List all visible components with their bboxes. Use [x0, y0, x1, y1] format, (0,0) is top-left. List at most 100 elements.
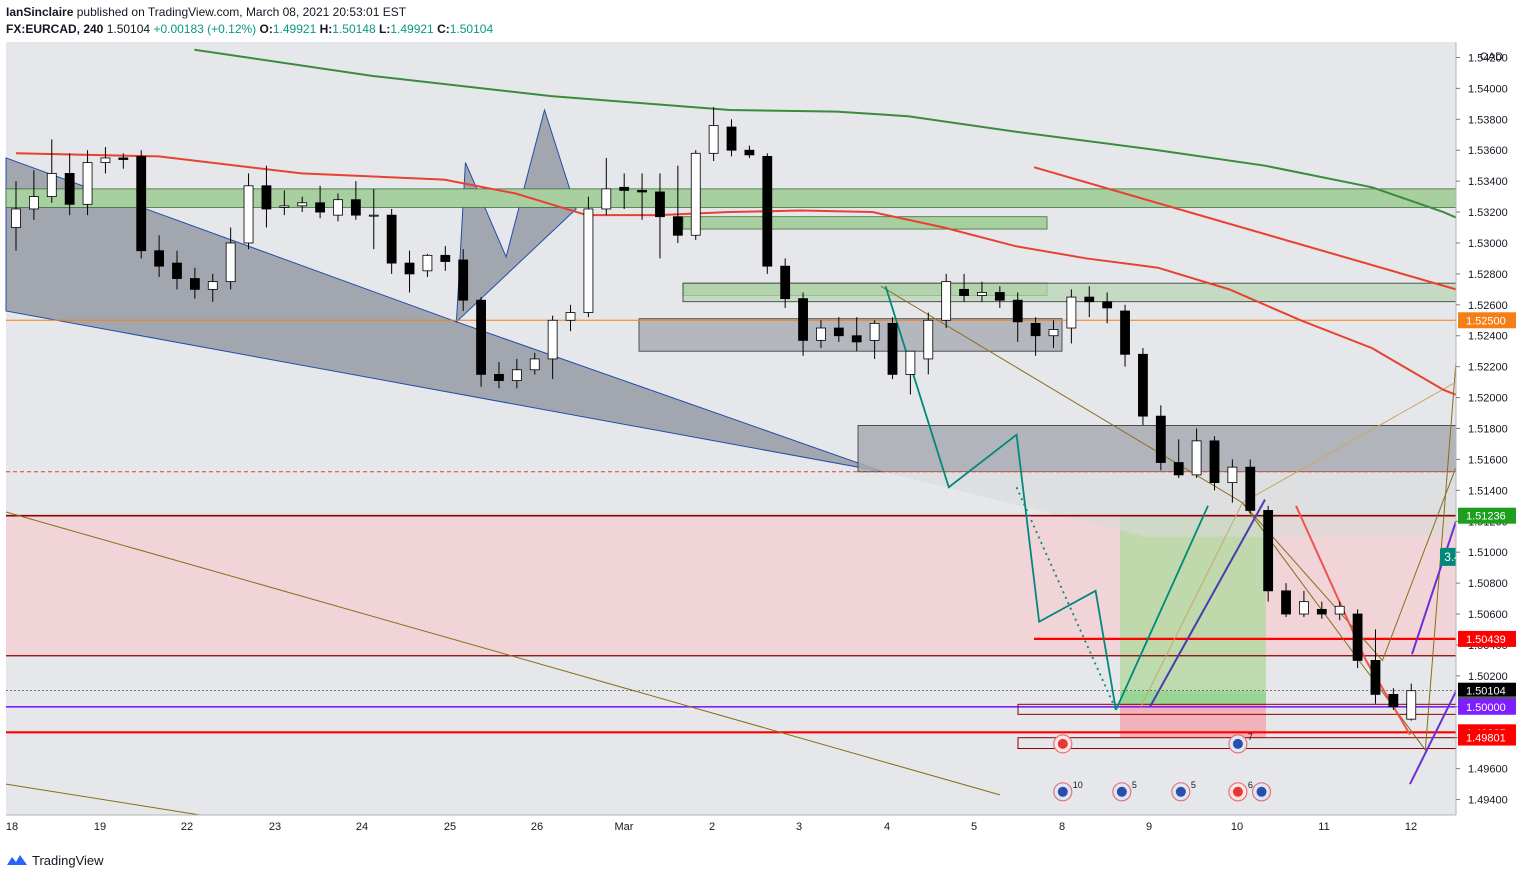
candle: [333, 193, 343, 222]
candle-body: [1299, 601, 1309, 615]
high-value: 1.50148: [332, 22, 376, 36]
candle: [225, 227, 236, 290]
candle-body: [297, 202, 308, 207]
candle: [816, 320, 826, 349]
candle-body: [1334, 605, 1345, 615]
candle-body: [1048, 329, 1059, 337]
candle: [1281, 583, 1291, 618]
candle-body: [404, 262, 415, 275]
candle: [261, 165, 272, 228]
candle: [726, 119, 737, 157]
candle: [1370, 629, 1381, 704]
candle: [207, 273, 218, 302]
chart-header: IanSinclaire published on TradingView.co…: [6, 0, 1516, 40]
candle: [637, 173, 647, 220]
candle-body: [905, 350, 916, 375]
y-tick-label: 1.54000: [1468, 83, 1508, 95]
author-name[interactable]: IanSinclaire: [6, 5, 74, 19]
candle: [1406, 683, 1417, 721]
candle-body: [1281, 590, 1291, 615]
flag-inner-icon: [1116, 786, 1127, 797]
candle-body: [82, 162, 93, 205]
candle: [1209, 436, 1220, 491]
price-tag-label: 1.49801: [1466, 733, 1506, 745]
candle-body: [154, 250, 165, 267]
supply-zone-top: [5, 188, 1517, 208]
candle-body: [941, 281, 952, 321]
close-value: 1.50104: [449, 22, 494, 36]
y-tick-label: 1.52000: [1468, 393, 1508, 405]
candle-body: [28, 196, 39, 210]
symbol-label[interactable]: FX:EURCAD, 240: [6, 22, 104, 36]
candle-body: [511, 369, 522, 381]
candle-body: [851, 335, 862, 343]
price-tag-label: 1.50000: [1466, 702, 1506, 714]
x-tick-label: 5: [971, 821, 977, 833]
price-tag-bg: [1458, 698, 1516, 715]
time-axis-bg: [6, 815, 1456, 843]
event-count: 5: [1132, 780, 1137, 790]
candle: [46, 139, 57, 203]
candle-body: [333, 199, 343, 216]
candle-body: [440, 254, 451, 262]
candle-body: [529, 358, 540, 371]
candle: [1334, 601, 1345, 621]
candle: [1048, 320, 1059, 349]
candle: [28, 170, 39, 220]
y-tick-label: 1.52600: [1468, 300, 1508, 312]
projection-area: [883, 471, 1456, 537]
candle-body: [619, 186, 630, 191]
candle: [1388, 688, 1399, 710]
candle: [1316, 601, 1327, 619]
arrow-purple-1: [1149, 499, 1266, 708]
y-tick-label: 1.50600: [1468, 609, 1508, 621]
candle: [476, 297, 486, 387]
y-tick-label: 1.51600: [1468, 454, 1508, 466]
candle: [1191, 428, 1202, 478]
candle-body: [1245, 466, 1256, 511]
price-tag-bg: [1458, 312, 1516, 329]
open-label: O:: [259, 22, 273, 36]
candle-body: [1388, 694, 1399, 708]
candle: [404, 250, 415, 293]
candle: [350, 181, 361, 220]
candle-body: [959, 288, 969, 296]
candle-body: [118, 157, 129, 160]
y-tick-label: 1.53800: [1468, 114, 1508, 126]
arrow-red-down: [1295, 505, 1411, 736]
flag-inner-icon: [1057, 738, 1068, 749]
candle-body: [583, 208, 594, 313]
candle-body: [207, 281, 218, 290]
candle: [833, 317, 844, 342]
candle: [1227, 459, 1238, 503]
y-tick-label: 1.51400: [1468, 485, 1508, 497]
footer-brand[interactable]: TradingView: [6, 850, 104, 870]
candle: [297, 196, 308, 213]
candle-body: [422, 254, 433, 272]
candle: [422, 253, 433, 277]
candle: [869, 320, 880, 359]
candle-body: [744, 149, 755, 156]
candle: [440, 246, 451, 271]
candle-body: [1370, 660, 1381, 695]
candle: [1102, 292, 1113, 324]
candle-body: [780, 265, 791, 300]
candle: [780, 258, 791, 308]
candle: [64, 153, 75, 216]
y-tick-label: 1.53600: [1468, 145, 1508, 157]
x-tick-label: 9: [1146, 821, 1152, 833]
arrow-purple-2: [1411, 520, 1457, 655]
candle: [494, 362, 504, 389]
x-tick-label: 4: [884, 821, 890, 833]
x-tick-label: 24: [356, 821, 368, 833]
trendline-olive-1: [5, 511, 1001, 796]
candle: [1138, 348, 1148, 426]
candle-body: [798, 298, 808, 341]
candle-body: [64, 173, 75, 205]
candle-body: [994, 292, 1005, 301]
low-value: 1.49921: [390, 22, 434, 36]
candle-body: [368, 214, 379, 217]
candle: [672, 165, 683, 243]
candle-body: [708, 125, 719, 154]
